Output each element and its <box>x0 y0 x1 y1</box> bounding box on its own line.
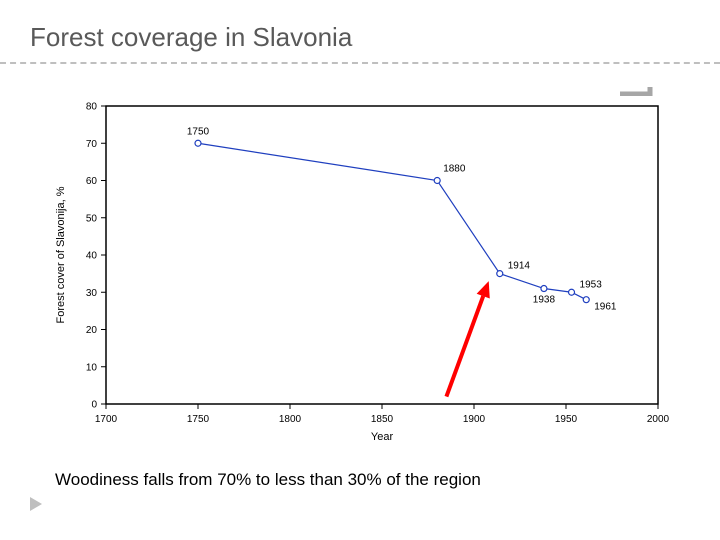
svg-text:20: 20 <box>86 325 98 336</box>
svg-text:30: 30 <box>86 288 98 299</box>
divider <box>0 62 720 64</box>
svg-text:1953: 1953 <box>580 279 603 290</box>
svg-text:Year: Year <box>371 431 394 443</box>
svg-text:1750: 1750 <box>187 414 210 425</box>
svg-text:60: 60 <box>86 176 98 187</box>
svg-text:1750: 1750 <box>187 126 210 137</box>
svg-text:1914: 1914 <box>508 261 531 272</box>
caption-text: Woodiness falls from 70% to less than 30… <box>55 470 481 490</box>
footer-triangle-icon <box>30 497 44 511</box>
svg-text:0: 0 <box>91 400 97 411</box>
svg-text:1900: 1900 <box>463 414 486 425</box>
svg-text:50: 50 <box>86 213 98 224</box>
svg-text:1961: 1961 <box>594 302 617 313</box>
svg-text:1700: 1700 <box>95 414 118 425</box>
page-title: Forest coverage in Slavonia <box>30 22 352 53</box>
svg-text:1850: 1850 <box>371 414 394 425</box>
slide: Forest coverage in Slavonia 0 10 20 30 40 50 6… <box>0 0 720 540</box>
svg-text:1800: 1800 <box>279 414 302 425</box>
svg-text:70: 70 <box>86 139 98 150</box>
chart-svg: 0 10 20 30 40 50 60 70 80 1700 1750 1800 1850 1900 195… <box>48 96 672 446</box>
forest-coverage-chart: 0 10 20 30 40 50 60 70 80 1700 1750 1800 1850 1900 195… <box>48 96 672 446</box>
svg-text:1950: 1950 <box>555 414 578 425</box>
svg-text:1880: 1880 <box>443 164 466 175</box>
svg-text:80: 80 <box>86 102 98 113</box>
svg-text:10: 10 <box>86 362 98 373</box>
svg-text:2000: 2000 <box>647 414 670 425</box>
svg-text:40: 40 <box>86 251 98 262</box>
svg-text:1938: 1938 <box>533 295 556 306</box>
svg-text:Forest cover of Slavonija, %: Forest cover of Slavonija, % <box>55 186 67 323</box>
